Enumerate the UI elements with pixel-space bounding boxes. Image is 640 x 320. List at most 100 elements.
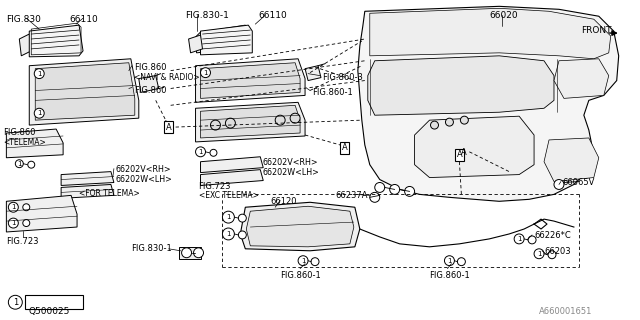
Circle shape (554, 180, 564, 189)
Circle shape (275, 115, 285, 125)
Circle shape (390, 184, 399, 194)
Text: 1: 1 (13, 298, 18, 307)
Text: 66202V<RH>: 66202V<RH> (116, 165, 172, 174)
Circle shape (311, 258, 319, 266)
Circle shape (15, 160, 23, 168)
Text: <TELEMA>: <TELEMA> (3, 138, 46, 147)
Text: FIG.860-1: FIG.860-1 (280, 271, 321, 280)
Circle shape (458, 258, 465, 266)
Circle shape (445, 118, 453, 126)
Polygon shape (19, 34, 31, 56)
Bar (179, 247, 200, 259)
Polygon shape (200, 105, 300, 138)
Polygon shape (358, 6, 619, 201)
Circle shape (196, 147, 205, 157)
Text: FIG.860: FIG.860 (134, 85, 166, 94)
Text: 1: 1 (517, 236, 522, 242)
Text: FIG.830-1: FIG.830-1 (186, 11, 230, 20)
Circle shape (23, 220, 30, 227)
Circle shape (460, 116, 468, 124)
Text: 1: 1 (301, 258, 305, 264)
Circle shape (404, 187, 415, 196)
Text: <EXC TELEMA>: <EXC TELEMA> (198, 191, 259, 200)
Text: 1: 1 (447, 258, 452, 264)
Polygon shape (415, 116, 534, 178)
Polygon shape (6, 129, 63, 158)
Text: 66020: 66020 (489, 11, 518, 20)
Circle shape (35, 69, 44, 79)
Text: FIG.723: FIG.723 (198, 181, 231, 190)
Polygon shape (200, 25, 252, 55)
Polygon shape (6, 196, 77, 232)
Circle shape (548, 251, 556, 259)
Text: 66226*C: 66226*C (534, 231, 571, 240)
Circle shape (534, 249, 544, 259)
Text: 1: 1 (537, 251, 541, 257)
Circle shape (8, 218, 19, 228)
Circle shape (23, 204, 30, 211)
Circle shape (225, 118, 236, 128)
Circle shape (375, 182, 385, 192)
Text: A660001651: A660001651 (539, 307, 593, 316)
Polygon shape (196, 102, 305, 142)
Text: FRONT: FRONT (581, 26, 611, 35)
Polygon shape (246, 206, 354, 247)
Text: 66110: 66110 (69, 15, 98, 24)
Circle shape (444, 256, 454, 266)
Text: FIG.723: FIG.723 (6, 237, 39, 246)
Text: FIG.860: FIG.860 (134, 63, 166, 72)
Polygon shape (29, 59, 139, 125)
Text: FIG.830-1: FIG.830-1 (131, 244, 172, 253)
Circle shape (211, 120, 220, 130)
Circle shape (193, 248, 204, 258)
Polygon shape (200, 63, 300, 98)
Polygon shape (196, 25, 248, 53)
Text: 1: 1 (204, 70, 208, 76)
Circle shape (298, 256, 308, 266)
Text: A: A (342, 143, 348, 152)
Text: A: A (461, 148, 467, 157)
Polygon shape (200, 170, 263, 186)
Text: FIG.860-1: FIG.860-1 (429, 271, 470, 280)
Circle shape (223, 228, 234, 240)
Text: FIG.830: FIG.830 (6, 15, 41, 24)
Text: 66110: 66110 (259, 11, 287, 20)
Text: 66202W<LH>: 66202W<LH> (262, 168, 319, 177)
Circle shape (28, 161, 35, 168)
Polygon shape (305, 66, 321, 81)
Polygon shape (189, 35, 202, 53)
Polygon shape (241, 202, 360, 251)
Polygon shape (35, 63, 135, 120)
Circle shape (528, 236, 536, 244)
Polygon shape (200, 157, 263, 172)
Text: FIG.860-3: FIG.860-3 (322, 73, 363, 82)
Text: 1: 1 (17, 161, 22, 167)
Text: <NAVI & RADIO>: <NAVI & RADIO> (134, 73, 200, 82)
Text: A: A (456, 150, 462, 159)
Text: 66065V: 66065V (562, 178, 595, 187)
Circle shape (514, 234, 524, 244)
Polygon shape (370, 8, 611, 59)
Text: 1: 1 (37, 110, 42, 116)
Circle shape (8, 295, 22, 309)
Polygon shape (544, 138, 599, 181)
Polygon shape (61, 172, 114, 186)
Text: FIG.860-1: FIG.860-1 (312, 88, 353, 98)
Text: 1: 1 (198, 149, 203, 155)
Text: A: A (166, 123, 172, 132)
Bar (26, 295, 83, 309)
Polygon shape (196, 59, 305, 102)
Text: 1: 1 (226, 231, 230, 237)
Circle shape (8, 202, 19, 212)
Text: 66203: 66203 (544, 247, 571, 256)
Text: <FOR TELEMA>: <FOR TELEMA> (79, 189, 140, 198)
Text: 66237A: 66237A (335, 191, 367, 200)
Circle shape (182, 248, 191, 258)
Text: 66202V<RH>: 66202V<RH> (262, 158, 318, 167)
Polygon shape (554, 59, 609, 98)
Circle shape (431, 121, 438, 129)
Text: 1: 1 (11, 204, 15, 210)
Text: Q500025: Q500025 (28, 307, 70, 316)
Circle shape (223, 211, 234, 223)
Text: FIG.860: FIG.860 (3, 128, 36, 137)
